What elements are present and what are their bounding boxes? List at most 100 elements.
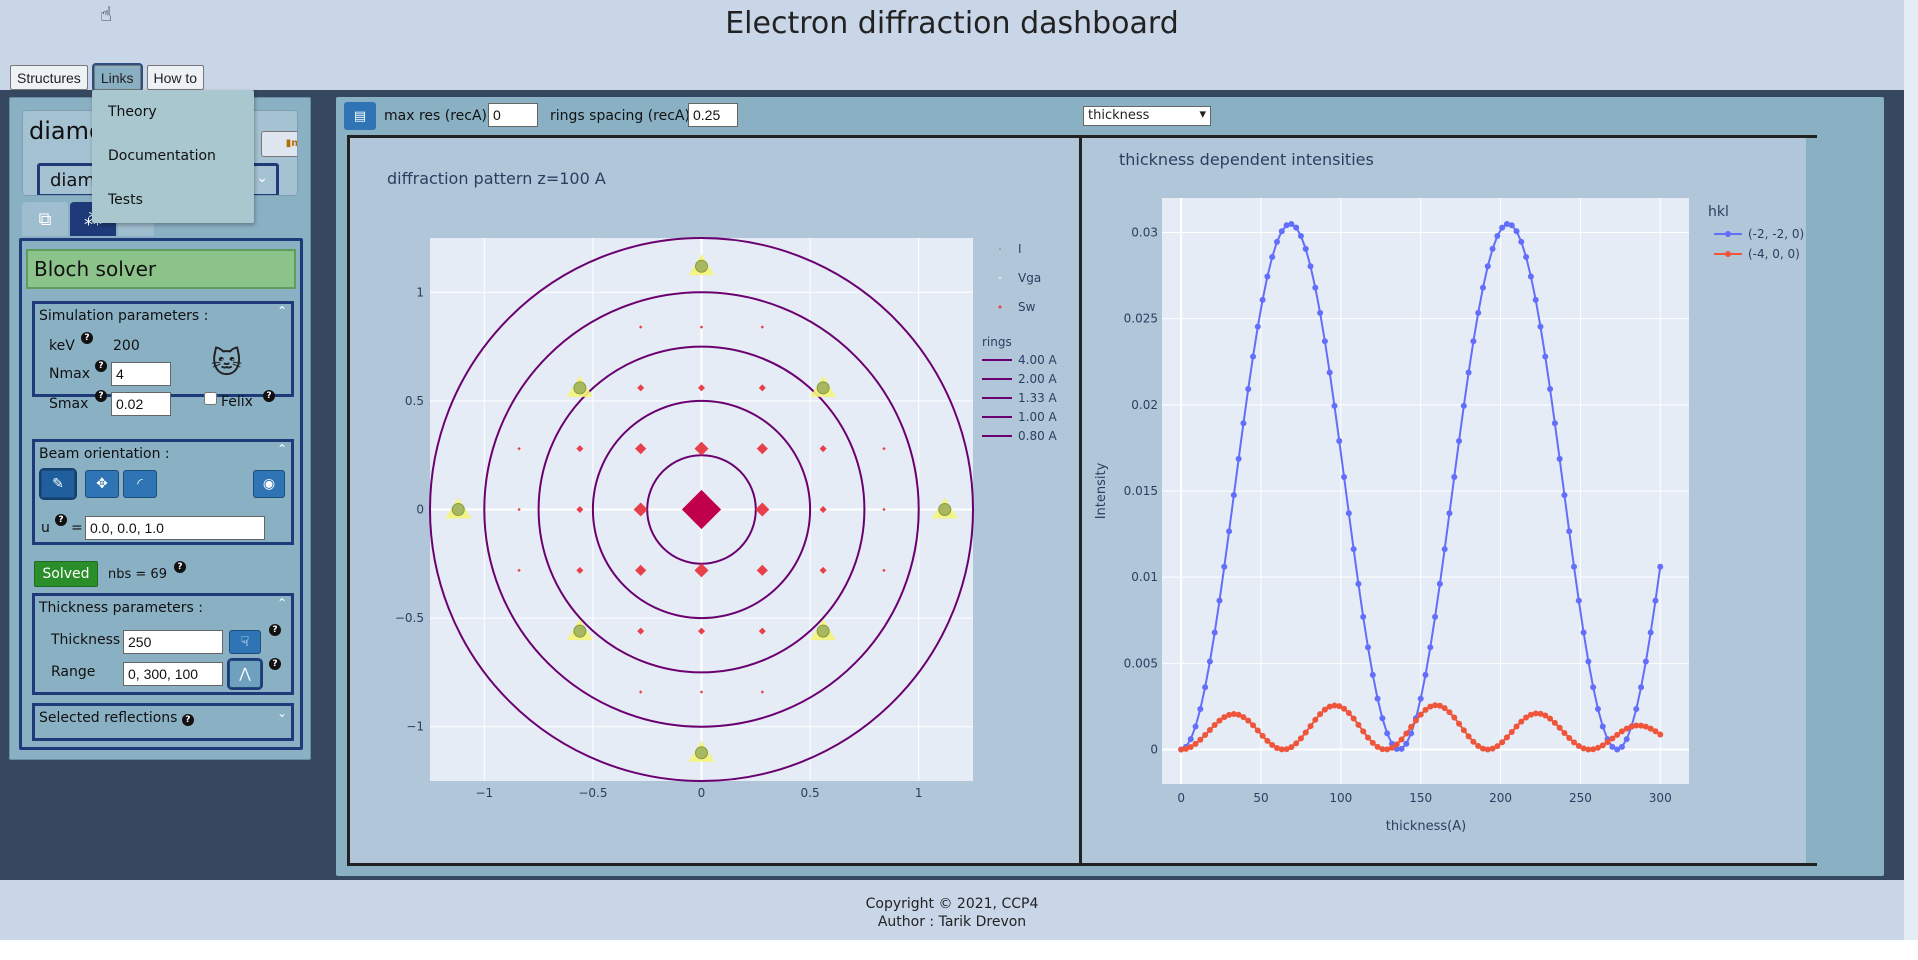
move-orientation-button[interactable]: ✥ (85, 470, 119, 498)
diffraction-pattern-chart[interactable]: diffraction pattern z=100 A −1 −0.5 0 0.5 1 −… (350, 138, 1077, 863)
simulation-title: Simulation parameters : (39, 308, 209, 324)
series-point (1523, 714, 1530, 721)
u-vector-input[interactable] (85, 516, 265, 540)
plot-type-select[interactable]: thickness ▾ (1083, 106, 1211, 126)
series-point (1283, 746, 1290, 753)
chevron-up-icon[interactable]: ⌃ (276, 442, 287, 456)
help-icon[interactable]: ? (81, 332, 93, 344)
sw-point (633, 502, 648, 517)
series-point (1379, 715, 1386, 722)
tab-structure[interactable]: ⧉ (22, 202, 68, 236)
nav-structures-button[interactable]: Structures (10, 65, 88, 90)
series-point (1302, 729, 1309, 736)
edit-orientation-button[interactable]: ✎ (39, 468, 77, 500)
rings-legend-label: 4.00 A (1018, 353, 1058, 367)
felix-checkbox[interactable] (204, 392, 217, 405)
solved-button[interactable]: Solved (34, 561, 98, 587)
menu-item-theory[interactable]: Theory (108, 104, 157, 120)
u-equals: = (71, 520, 83, 536)
nav-howto-button[interactable]: How to (146, 65, 205, 90)
series-point (1436, 702, 1443, 709)
header: Electron diffraction dashboard ☝ Structu… (0, 0, 1918, 92)
series-point (1360, 728, 1367, 735)
help-icon[interactable]: ? (95, 390, 107, 402)
mountain-icon: ⋀ (239, 666, 251, 682)
series-point (1523, 254, 1530, 261)
series-point (1226, 528, 1233, 535)
logo-icon[interactable]: ▮mol (261, 131, 297, 157)
series-point (1317, 711, 1324, 718)
series-point (1273, 745, 1280, 752)
plot-scrollbar[interactable] (1806, 138, 1817, 863)
chevron-down-icon[interactable]: ⌄ (276, 706, 287, 720)
thickness-label: Thickness (51, 632, 121, 648)
thickness-apply-button[interactable]: ☟ (229, 630, 261, 654)
sw-point (698, 627, 705, 635)
sw-point (756, 443, 768, 455)
rings-legend-label: 1.33 A (1018, 391, 1058, 405)
series-point (1398, 745, 1405, 752)
save-button[interactable]: ▤ (344, 102, 376, 130)
sw-point (760, 325, 764, 329)
sw-point (681, 489, 722, 530)
max-res-input[interactable] (488, 103, 538, 127)
help-icon[interactable]: ? (95, 360, 107, 372)
series-point (1187, 736, 1194, 743)
series-point (1350, 546, 1357, 553)
range-input[interactable] (123, 662, 223, 686)
sw-point (882, 507, 886, 512)
series-point (1657, 731, 1664, 738)
menu-item-tests[interactable]: Tests (108, 192, 143, 208)
series-point (1460, 727, 1467, 734)
series-point (1345, 710, 1352, 717)
series-point (1618, 728, 1625, 735)
rotate-orientation-button[interactable]: ◜ (123, 470, 157, 498)
series-point (1508, 222, 1515, 229)
view-orientation-button[interactable]: ◉ (253, 470, 285, 498)
thickness-input[interactable] (123, 630, 223, 654)
rings-spacing-input[interactable] (688, 103, 738, 127)
copy-icon: ⧉ (38, 208, 52, 230)
series-point (1355, 580, 1362, 587)
series-point (1427, 703, 1434, 710)
range-plot-button[interactable]: ⋀ (227, 658, 263, 690)
y-tick-label: −1 (406, 720, 424, 734)
links-dropdown-menu: Theory Documentation Tests (92, 90, 254, 223)
series-point (1451, 473, 1458, 480)
y-tick-label: 0.02 (1131, 398, 1158, 412)
ring-circle (537, 345, 866, 674)
hand-cursor-icon: ☝ (100, 2, 113, 26)
help-icon[interactable]: ? (263, 390, 275, 402)
series-point (1571, 563, 1578, 570)
series-point (1518, 238, 1525, 245)
sw-point (819, 445, 827, 453)
nav-links-button[interactable]: Links (91, 63, 143, 92)
series-point (1432, 613, 1439, 620)
series-point (1412, 717, 1419, 724)
help-icon[interactable]: ? (174, 561, 186, 573)
vga-point (816, 624, 830, 638)
help-icon[interactable]: ? (269, 624, 281, 636)
nmax-input[interactable] (111, 362, 171, 386)
series-point (1484, 746, 1491, 753)
series-point (1269, 254, 1276, 261)
series-point (1652, 728, 1659, 735)
menu-item-documentation[interactable]: Documentation (108, 148, 216, 164)
series-point (1470, 738, 1477, 745)
series-point (1216, 717, 1223, 724)
thickness-intensity-chart[interactable]: thickness dependent intensities 0 50 100 15… (1082, 138, 1806, 863)
series-point (1230, 492, 1237, 499)
series-point (1417, 695, 1424, 702)
help-icon[interactable]: ? (181, 714, 194, 726)
y-tick-label: 0.005 (1124, 656, 1158, 670)
page-scrollbar[interactable] (1904, 0, 1918, 940)
series-point (1489, 245, 1496, 252)
series-point (1187, 743, 1194, 750)
help-icon[interactable]: ? (55, 514, 67, 526)
chevron-up-icon[interactable]: ⌃ (276, 596, 287, 610)
smax-input[interactable] (111, 392, 171, 416)
rings-spacing-label: rings spacing (recA) : (550, 108, 700, 124)
series-point (1556, 724, 1563, 731)
chevron-up-icon[interactable]: ⌃ (276, 304, 287, 318)
help-icon[interactable]: ? (269, 658, 281, 670)
